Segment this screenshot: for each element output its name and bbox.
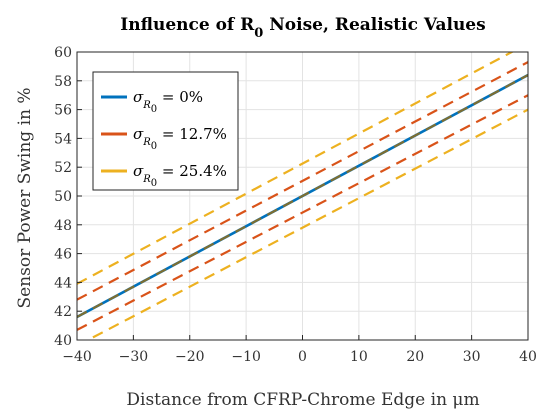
x-axis-label: Distance from CFRP-Chrome Edge in μm: [126, 390, 479, 410]
x-tick-label: −30: [119, 349, 149, 365]
y-tick-label: 54: [54, 131, 72, 147]
y-axis-label: Sensor Power Swing in %: [15, 87, 35, 308]
y-tick-label: 48: [54, 218, 72, 234]
y-tick-label: 58: [54, 74, 72, 90]
y-tick-label: 56: [54, 103, 72, 119]
y-tick-label: 44: [54, 275, 72, 291]
y-tick-label: 46: [54, 247, 72, 263]
legend-label: σR0 = 0%: [133, 88, 203, 115]
series-line: [77, 94, 528, 331]
series-line: [77, 61, 528, 301]
x-tick-label: −40: [62, 349, 92, 365]
series-line: [77, 74, 528, 318]
y-tick-label: 60: [54, 45, 72, 61]
series-line: [77, 52, 515, 285]
y-tick-label: 50: [54, 189, 72, 205]
y-tick-label: 52: [54, 160, 72, 176]
legend-label: σR0 = 12.7%: [133, 125, 227, 152]
y-ticks: 40 42 44 46 48 50 52 54 56 58 60: [54, 45, 82, 349]
x-tick-label: 40: [519, 349, 537, 365]
y-tick-label: 40: [54, 333, 72, 349]
x-tick-label: 20: [406, 349, 424, 365]
grid: [76, 51, 529, 341]
chart-title: Influence of R0 Noise, Realistic Values: [120, 15, 485, 41]
legend-label: σR0 = 25.4%: [133, 162, 227, 189]
series-group: [77, 52, 528, 340]
x-tick-label: −20: [175, 349, 205, 365]
series-line: [85, 108, 528, 340]
x-ticks: −40 −30 −20 −10 0 10 20 30 40: [62, 335, 537, 365]
y-tick-label: 42: [54, 304, 72, 320]
plot-frame: [76, 51, 529, 341]
x-tick-label: 30: [463, 349, 481, 365]
x-tick-label: 0: [298, 349, 307, 365]
legend: σR0 = 0% σR0 = 12.7% σR0 = 25.4%: [92, 71, 239, 191]
x-tick-label: 10: [350, 349, 368, 365]
x-tick-label: −10: [231, 349, 261, 365]
